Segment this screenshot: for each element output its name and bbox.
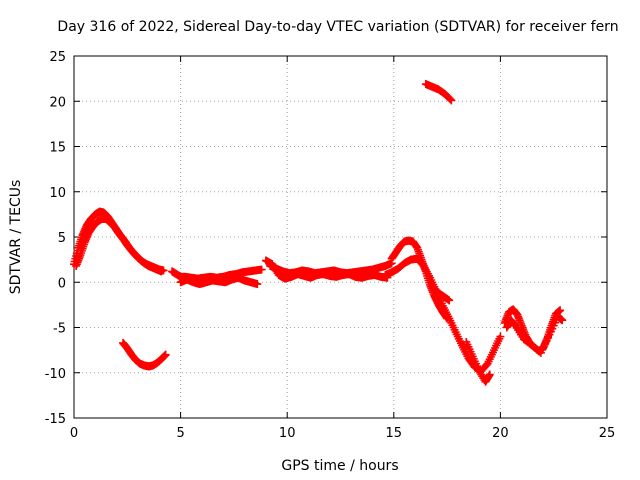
- series-arc7: [462, 337, 494, 386]
- y-tick-label: 20: [49, 95, 66, 110]
- data-point: [161, 350, 170, 359]
- x-tick-label: 0: [70, 426, 78, 441]
- y-tick-label: 10: [49, 186, 66, 201]
- y-tick-label: -15: [45, 412, 66, 427]
- series-arc4b: [261, 256, 392, 283]
- x-tick-label: 15: [386, 426, 403, 441]
- series-arc6: [421, 80, 456, 105]
- data-point: [445, 296, 454, 305]
- y-tick-label: 25: [49, 50, 66, 65]
- data-point: [496, 332, 505, 341]
- y-tick-label: 15: [49, 141, 66, 156]
- series-arc5b: [381, 254, 505, 375]
- x-axis-label: GPS time / hours: [281, 458, 398, 474]
- data-point: [556, 306, 565, 315]
- y-tick-label: -5: [53, 322, 66, 337]
- x-tick-label: 5: [176, 426, 184, 441]
- data-point: [447, 96, 456, 105]
- data-point: [485, 370, 494, 379]
- y-axis-label: SDTVAR / TECUs: [8, 180, 24, 295]
- data-point: [157, 267, 166, 276]
- series-arc2: [119, 338, 170, 371]
- ticks: 0 5 10 15 20 25 -15 -10 -5 0 5 10 15 20 25: [45, 50, 616, 441]
- data-points: [70, 80, 567, 386]
- series-arc6b: [432, 287, 454, 305]
- data-point: [558, 316, 567, 325]
- y-tick-label: -10: [45, 367, 66, 382]
- series-arc1b: [72, 214, 166, 276]
- series-arc8b: [502, 312, 567, 357]
- y-tick-label: 5: [58, 231, 66, 246]
- chart-title: Day 316 of 2022, Sidereal Day-to-day VTE…: [57, 19, 618, 35]
- series-arc3b: [176, 273, 262, 289]
- data-point: [253, 280, 262, 289]
- x-tick-label: 10: [279, 426, 296, 441]
- y-tick-label: 0: [58, 276, 66, 291]
- data-point: [257, 265, 266, 274]
- x-tick-label: 25: [599, 426, 616, 441]
- grid: [74, 56, 607, 418]
- x-tick-label: 20: [492, 426, 509, 441]
- data-point: [446, 95, 455, 104]
